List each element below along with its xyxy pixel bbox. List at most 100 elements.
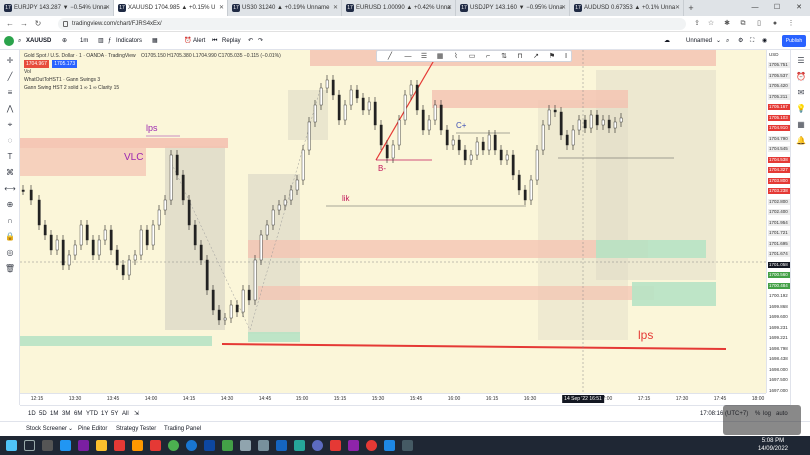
shapes-icon[interactable]: ◌	[7, 136, 13, 145]
task-view-icon[interactable]	[42, 440, 53, 451]
brush-icon[interactable]: ⌐	[485, 53, 491, 60]
chart-area[interactable]: Gold Spot / U.S. Dollar · 1 · OANDA · Tr…	[20, 50, 766, 393]
annotation-c-plus[interactable]: C+	[456, 121, 467, 130]
app-icon[interactable]	[276, 440, 287, 451]
indicators-button[interactable]: Indicators	[116, 38, 143, 44]
chrome-icon[interactable]	[168, 440, 179, 451]
app-icon[interactable]	[294, 440, 305, 451]
browser-tab-active[interactable]: 17 XAUUSD 1704.985 ▲ +0.15% U ✕	[114, 0, 228, 16]
indicator-legend[interactable]: Vol	[24, 69, 31, 75]
annotation-vlc[interactable]: VLC	[124, 152, 144, 163]
text-icon[interactable]: T	[7, 152, 13, 161]
prediction-icon[interactable]: ⌖	[7, 120, 13, 129]
sidebar-icon[interactable]: ▯	[757, 20, 761, 27]
panel-stock-screener[interactable]: Stock Screener	[26, 426, 68, 432]
discord-icon[interactable]	[312, 440, 323, 451]
chat-icon[interactable]: ✉	[797, 88, 805, 97]
close-tab-icon[interactable]: ✕	[446, 5, 452, 11]
ideas-icon[interactable]: 💡	[796, 104, 806, 113]
file-explorer-icon[interactable]	[96, 440, 107, 451]
range-1d[interactable]: 1D	[28, 411, 36, 417]
taskbar-clock[interactable]: 5:08 PM 14/09/2022	[758, 437, 788, 453]
app-icon[interactable]	[222, 440, 233, 451]
browser-tab[interactable]: 17 EURJPY 143.287 ▼ −0.54% Unna ✕	[0, 0, 114, 16]
panel-strategy-tester[interactable]: Strategy Tester	[116, 426, 157, 432]
trendline-icon[interactable]: ╱	[7, 72, 13, 81]
panel-pine-editor[interactable]: Pine Editor	[78, 426, 108, 432]
maximize-icon[interactable]: ☐	[773, 4, 781, 11]
search-icon[interactable]	[24, 440, 35, 451]
range-ytd[interactable]: YTD	[86, 411, 98, 417]
app-icon[interactable]	[240, 440, 251, 451]
browser-tab[interactable]: 17 USDJPY 143.160 ▼ −0.95% Unna ✕	[456, 0, 570, 16]
text-tool-icon[interactable]: Ⅰ	[564, 53, 568, 60]
ask-price[interactable]: 1705.173	[52, 60, 78, 68]
close-tab-icon[interactable]: ✕	[218, 5, 224, 11]
alert-button[interactable]: Alert	[193, 38, 206, 44]
chevron-down-icon[interactable]: ⌄	[716, 38, 722, 44]
range-5y[interactable]: 5Y	[111, 411, 119, 417]
symbol-search-icon[interactable]: ⌕	[18, 38, 22, 44]
close-window-icon[interactable]: ✕	[796, 4, 802, 11]
watchlist-icon[interactable]: ☰	[797, 56, 805, 65]
redo-icon[interactable]: ↷	[258, 38, 264, 44]
line-tool-icon[interactable]: ╱	[387, 53, 393, 60]
widgets-icon[interactable]	[60, 440, 71, 451]
annotation-lps-top[interactable]: lps	[146, 123, 158, 133]
chart-type-icon[interactable]: ▥	[98, 38, 104, 44]
fullscreen-icon[interactable]: ⛶	[750, 38, 755, 44]
minimize-icon[interactable]: —	[751, 4, 759, 11]
compare-add-icon[interactable]: ⊕	[62, 38, 68, 44]
app-icon[interactable]	[114, 440, 125, 451]
templates-icon[interactable]: ▦	[152, 38, 158, 44]
arrow-icon[interactable]: ↗	[533, 53, 539, 60]
panel-trading-panel[interactable]: Trading Panel	[164, 426, 202, 432]
office-icon[interactable]	[150, 440, 161, 451]
grid-icon[interactable]: ▦	[436, 53, 444, 60]
range-all[interactable]: All	[122, 411, 129, 417]
crosshair-icon[interactable]: ✛	[6, 56, 14, 65]
price-chart[interactable]	[20, 50, 766, 393]
app-icon[interactable]	[330, 440, 341, 451]
magnet-icon[interactable]: ∩	[7, 216, 13, 225]
close-tab-icon[interactable]: ✕	[104, 5, 110, 11]
flag-icon[interactable]: ⚑	[548, 53, 556, 60]
range-3m[interactable]: 3M	[62, 411, 71, 417]
reload-icon[interactable]: ↻	[34, 19, 42, 28]
snapshot-camera-icon[interactable]: ◉	[762, 38, 768, 44]
url-field[interactable]: tradingview.com/chart/FJRS4xEx/	[58, 18, 686, 30]
symbol-button[interactable]: XAUUSD	[26, 38, 52, 44]
browser-tab[interactable]: 17 US30 31240 ▲ +0.19% Unname ✕	[228, 0, 342, 16]
quick-search-icon[interactable]: ⌕	[726, 38, 730, 44]
close-tab-icon[interactable]: ✕	[560, 5, 566, 11]
close-tab-icon[interactable]: ✕	[332, 5, 338, 11]
calendar-icon[interactable]: ▦	[797, 120, 805, 129]
profile-avatar-icon[interactable]: ●	[772, 20, 778, 27]
back-icon[interactable]: ←	[6, 19, 14, 28]
patterns-icon[interactable]: ⌘	[6, 168, 14, 177]
long-position-icon[interactable]: ⇅	[501, 53, 507, 60]
range-6m[interactable]: 6M	[74, 411, 83, 417]
app-icon[interactable]	[258, 440, 269, 451]
forward-icon[interactable]: →	[20, 19, 28, 28]
trash-icon[interactable]: 🗑	[4, 264, 16, 273]
bookmark-star-icon[interactable]: ☆	[707, 20, 715, 27]
settings-gear-icon[interactable]: ⚙	[738, 38, 744, 44]
tv-user-avatar[interactable]	[4, 36, 14, 46]
time-axis[interactable]: 12:15 13:30 13:45 14:00 14:15 14:30 14:45 15:00…	[20, 393, 766, 405]
range-1y[interactable]: 1Y	[101, 411, 109, 417]
bid-price[interactable]: 1704.967	[24, 60, 49, 68]
fib-retracement-icon[interactable]: ≡	[7, 88, 13, 97]
app-icon[interactable]	[132, 440, 143, 451]
indicator-legend[interactable]: Gann Swing HST 2 solid 1 ∞ 1 ∞ Clarity 1…	[24, 85, 120, 91]
date-range-icon[interactable]: ⇲	[134, 411, 140, 417]
parallel-channel-icon[interactable]: ☰	[420, 53, 428, 60]
close-tab-icon[interactable]: ✕	[674, 5, 680, 11]
browser-tab[interactable]: 17 EURUSD 1.00090 ▲ +0.42% Unna ✕	[342, 0, 456, 16]
edge-icon[interactable]	[186, 440, 197, 451]
replay-button[interactable]: Replay	[222, 38, 241, 44]
indicator-legend[interactable]: WhatOutToHST1 · Gann Swings 3	[24, 77, 101, 83]
share-icon[interactable]: ⇪	[694, 20, 700, 27]
lock-drawings-icon[interactable]: 🔒	[5, 232, 15, 241]
annotation-lik[interactable]: lik	[342, 194, 350, 203]
